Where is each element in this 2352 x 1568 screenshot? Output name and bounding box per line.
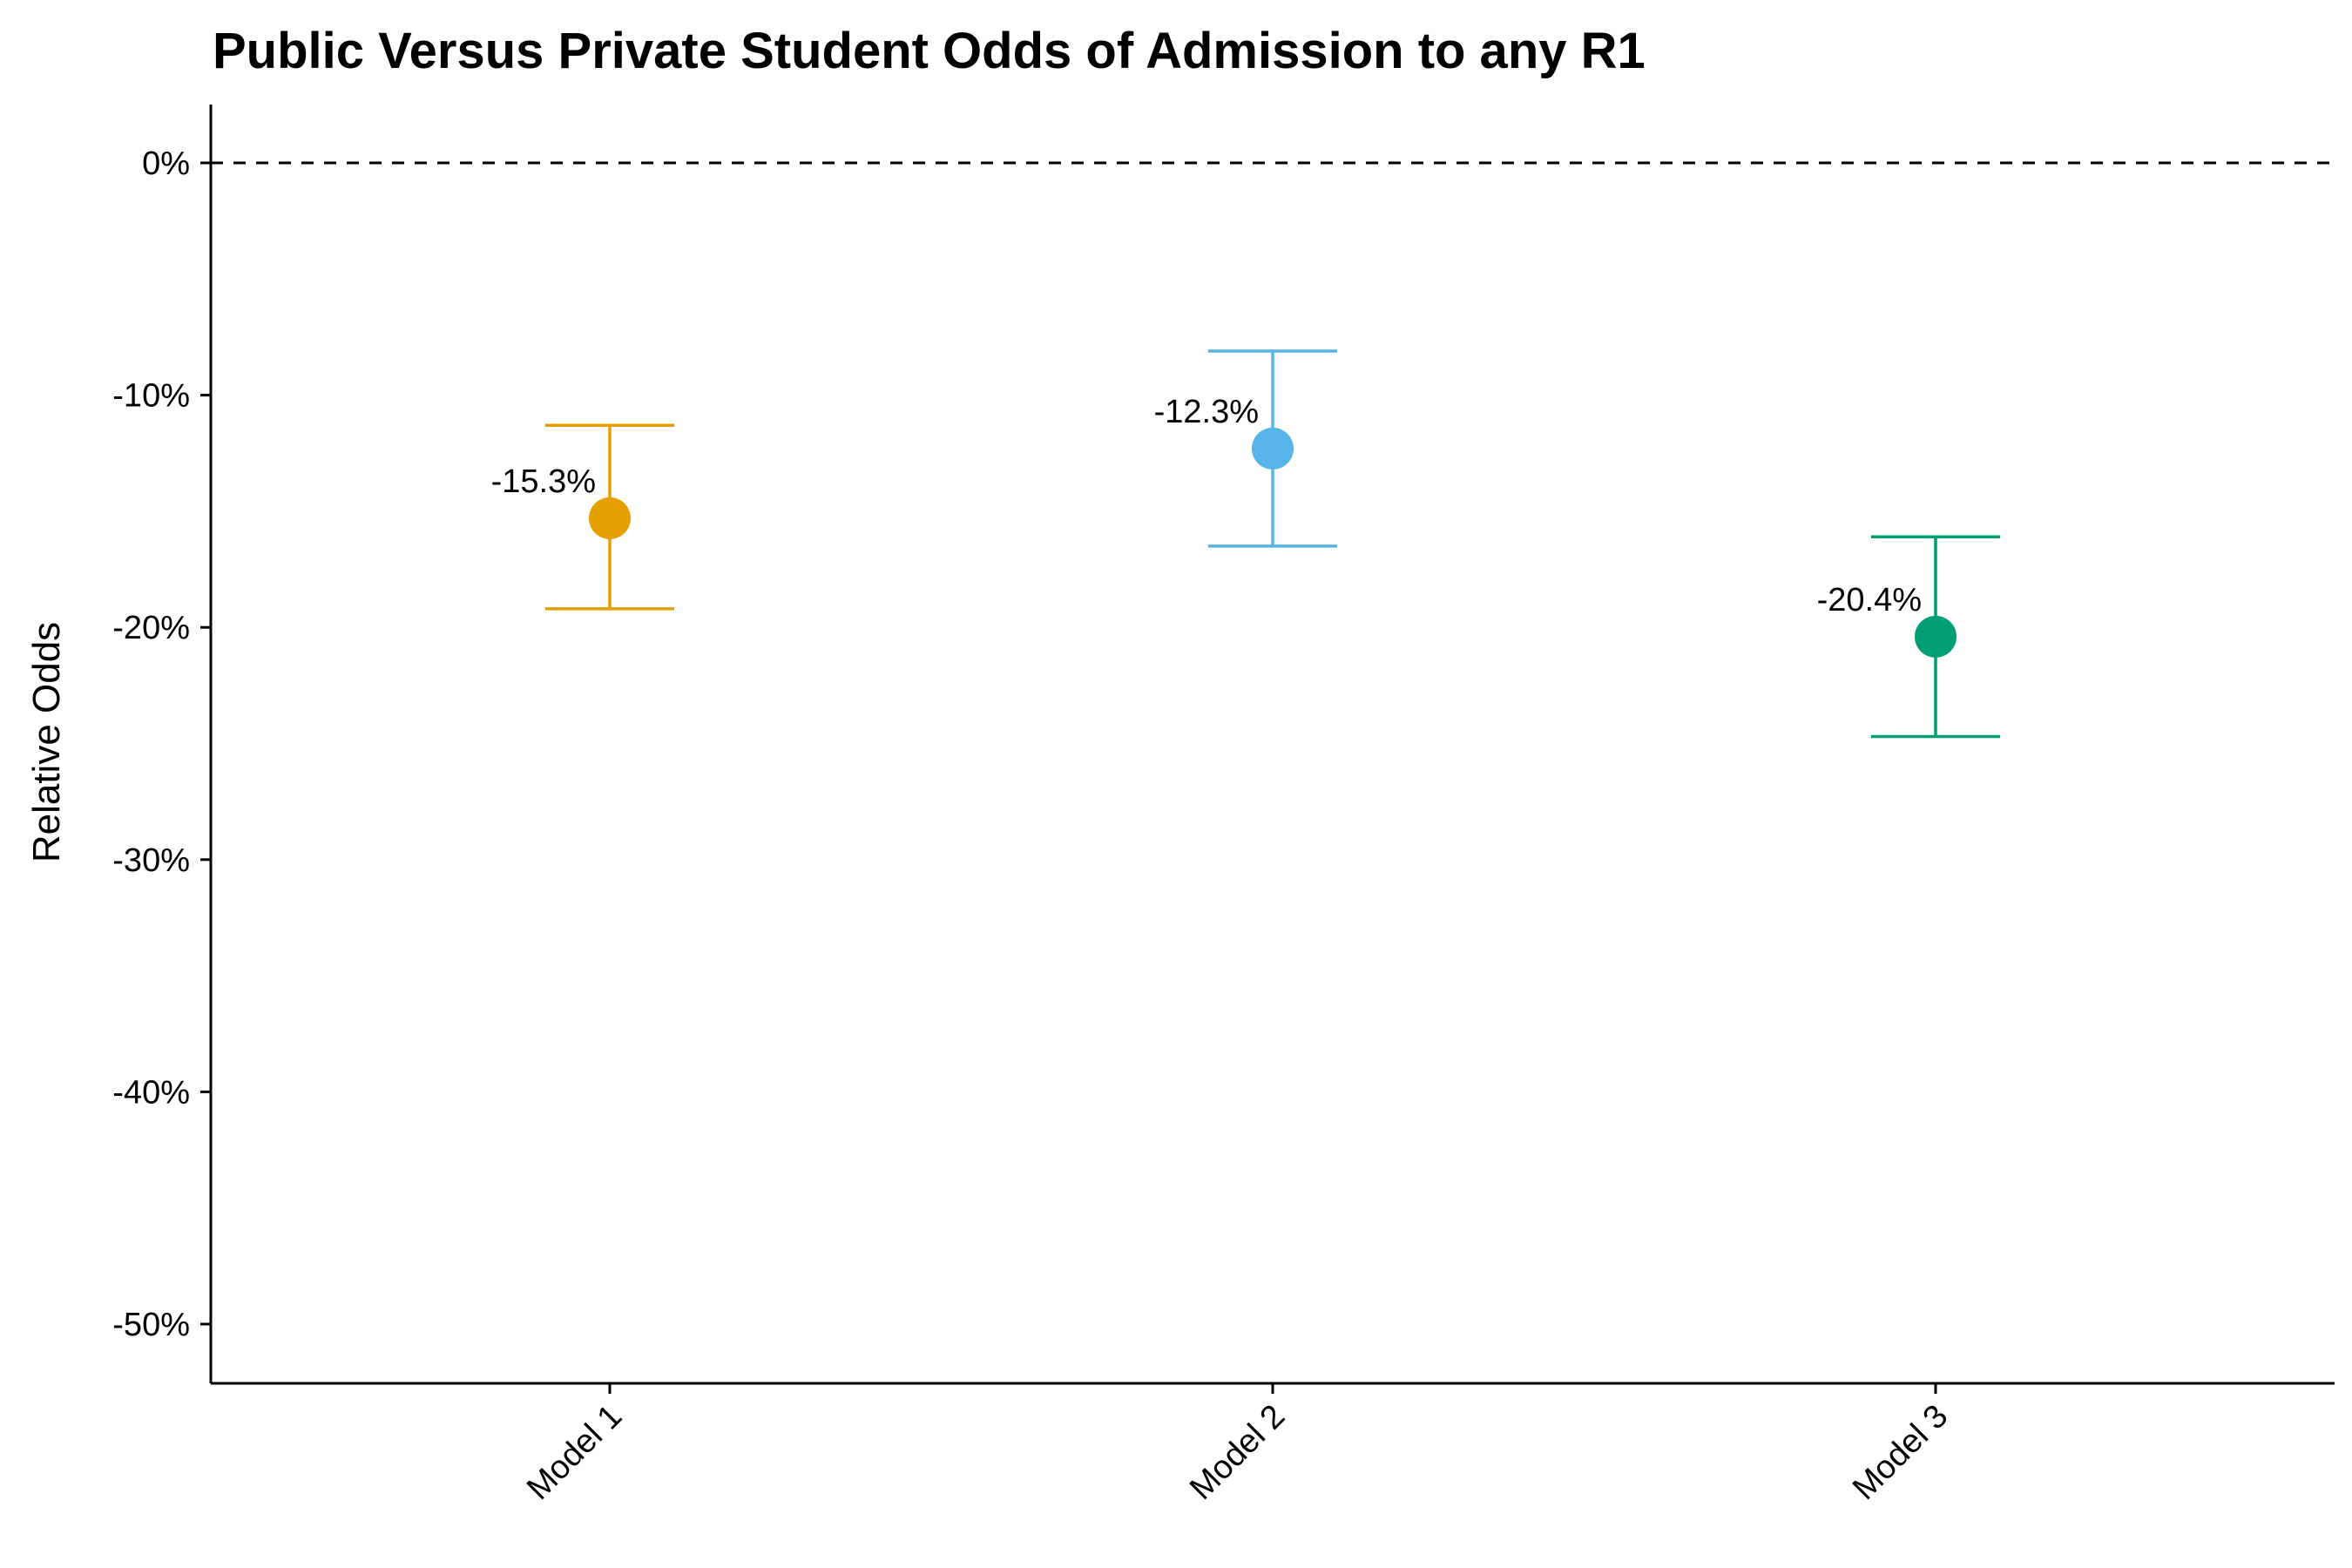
data-label: -20.4% — [1817, 582, 1922, 618]
chart-title: Public Versus Private Student Odds of Ad… — [213, 23, 1646, 79]
data-label: -15.3% — [491, 463, 596, 500]
y-tick-label: -20% — [112, 610, 190, 646]
x-tick-label: Model 3 — [1846, 1398, 1955, 1507]
y-tick-label: -30% — [112, 842, 190, 879]
x-tick-label: Model 2 — [1183, 1398, 1292, 1507]
data-label: -12.3% — [1154, 394, 1259, 430]
y-tick-label: 0% — [142, 145, 190, 182]
y-axis-label: Relative Odds — [25, 622, 68, 862]
data-point — [589, 497, 631, 539]
y-tick-label: -10% — [112, 378, 190, 415]
plot-area: 0% -10% -20% -30% -40% -50% Model 1 Model 2 Mode… — [112, 105, 2335, 1507]
x-tick-label: Model 1 — [520, 1398, 629, 1507]
y-tick-label: -50% — [112, 1307, 190, 1343]
data-point — [1915, 615, 1957, 658]
y-tick-label: -40% — [112, 1074, 190, 1111]
data-point — [1252, 427, 1294, 470]
